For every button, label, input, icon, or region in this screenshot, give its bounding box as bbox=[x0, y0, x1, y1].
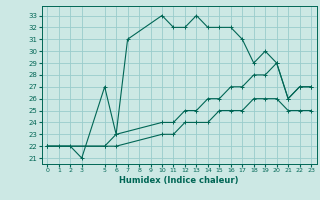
X-axis label: Humidex (Indice chaleur): Humidex (Indice chaleur) bbox=[119, 176, 239, 185]
